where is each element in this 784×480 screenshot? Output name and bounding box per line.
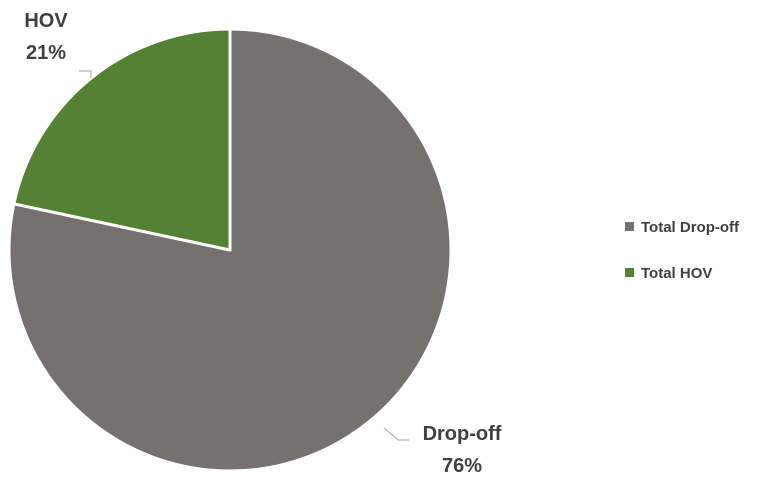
legend-label-total-hov: Total HOV	[641, 265, 712, 282]
legend-item-total-drop-off: Total Drop-off	[625, 219, 740, 236]
leader-line-drop-off	[383, 427, 409, 441]
pie-slice-total-hov	[12, 27, 232, 252]
pie-slices	[7, 27, 453, 473]
legend-swatch-total-hov	[625, 268, 634, 277]
data-label-hov-name: HOV	[24, 10, 68, 32]
leader-line-hov	[79, 70, 92, 78]
legend-label-total-drop-off: Total Drop-off	[641, 219, 740, 236]
data-label-drop-off-name: Drop-off	[423, 423, 502, 445]
data-label-hov: HOV 21%	[24, 10, 68, 64]
legend-swatch-total-drop-off	[625, 222, 634, 231]
data-label-drop-off: Drop-off 76%	[423, 423, 502, 477]
legend: Total Drop-off Total HOV	[625, 219, 740, 282]
legend-item-total-hov: Total HOV	[625, 265, 712, 282]
data-label-drop-off-value: 76%	[442, 455, 482, 477]
leader-lines	[79, 70, 409, 441]
data-label-hov-value: 21%	[26, 42, 66, 64]
